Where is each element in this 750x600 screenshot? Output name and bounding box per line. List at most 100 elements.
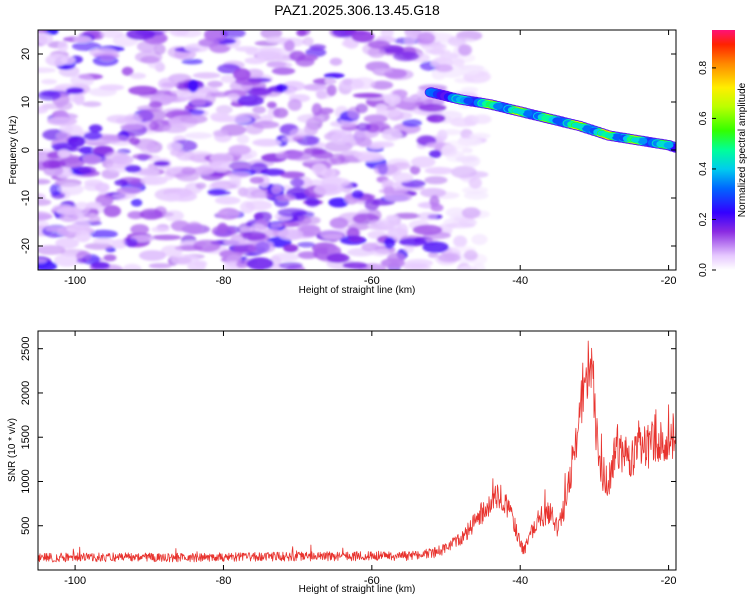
noise-blob [403, 244, 415, 254]
noise-blob [283, 39, 295, 52]
noise-blob [83, 131, 103, 141]
noise-blob [297, 241, 316, 248]
chart-title: PAZ1.2025.306.13.45.G18 [274, 2, 440, 18]
noise-blob [135, 30, 165, 36]
noise-blob [246, 257, 274, 270]
noise-blob [215, 105, 233, 115]
noise-blob [57, 149, 71, 159]
noise-blob [58, 183, 84, 196]
noise-blob [461, 207, 481, 219]
noise-blob [256, 48, 284, 61]
ridge-cell [604, 133, 614, 139]
noise-blob [179, 114, 208, 124]
noise-blob [190, 98, 207, 107]
spectrogram-y-tick-label: 0 [20, 147, 32, 153]
snr-y-tick-label: 1500 [20, 425, 32, 449]
snr-background [38, 331, 676, 570]
noise-blob [88, 124, 103, 133]
noise-blob [181, 166, 196, 175]
noise-blob [302, 36, 314, 46]
noise-blob [212, 129, 229, 137]
noise-blob [329, 217, 349, 229]
colorbar-tick-label: 0.6 [698, 111, 709, 125]
spectrogram-noise [38, 30, 492, 270]
noise-blob [88, 87, 117, 97]
spectrogram-y-tick-label: 10 [20, 96, 32, 108]
noise-blob [322, 233, 345, 241]
noise-blob [277, 208, 307, 217]
noise-blob [449, 117, 476, 127]
noise-blob [272, 252, 300, 262]
ridge-cell [637, 137, 648, 145]
noise-blob [271, 67, 296, 75]
noise-blob [164, 169, 175, 181]
noise-blob [450, 165, 477, 179]
noise-blob [148, 101, 163, 108]
noise-blob [435, 64, 454, 73]
ridge-cell [611, 133, 622, 141]
spectrogram-y-tick-label: -20 [20, 238, 32, 254]
noise-blob [352, 92, 383, 99]
noise-blob [177, 93, 191, 101]
noise-blob [45, 226, 64, 232]
noise-blob [82, 154, 101, 165]
noise-blob [260, 30, 283, 39]
noise-blob [207, 188, 227, 195]
colorbar-tick-label: 0.8 [698, 61, 709, 75]
noise-blob [227, 93, 240, 101]
noise-blob [103, 205, 121, 218]
noise-blob [254, 211, 272, 222]
noise-blob [139, 208, 163, 220]
noise-blob [298, 225, 321, 237]
noise-blob [187, 262, 206, 270]
noise-blob [393, 212, 421, 219]
noise-blob [38, 32, 54, 45]
noise-blob [355, 103, 368, 114]
colorbar-gradient [712, 30, 735, 270]
ridge-cell [515, 109, 525, 115]
snr-y-tick-label: 500 [20, 517, 32, 535]
noise-blob [262, 228, 282, 237]
snr-y-ticks: 500 1000 1500 2000 2500 [20, 336, 676, 535]
noise-blob [367, 40, 391, 49]
noise-blob [326, 253, 350, 263]
noise-blob [132, 153, 153, 160]
noise-blob [88, 229, 118, 239]
noise-blob [112, 239, 128, 249]
snr-x-tick-label: -40 [512, 575, 528, 587]
noise-blob [99, 134, 129, 141]
noise-blob [130, 224, 150, 235]
noise-blob [299, 30, 311, 36]
noise-blob [410, 156, 436, 168]
ridge-cell [463, 97, 474, 105]
noise-blob [404, 34, 416, 47]
noise-blob [114, 179, 128, 186]
noise-blob [129, 72, 146, 80]
noise-blob [71, 220, 91, 231]
noise-blob [384, 68, 414, 81]
noise-blob [243, 187, 263, 199]
noise-blob [240, 201, 255, 214]
noise-blob [328, 197, 349, 208]
noise-blob [223, 115, 252, 124]
noise-blob [412, 224, 443, 236]
noise-blob [445, 207, 467, 218]
noise-blob [348, 235, 364, 243]
noise-blob [278, 262, 303, 269]
spectrogram-x-tick-label: -20 [661, 275, 677, 287]
noise-blob [402, 119, 422, 128]
snr-x-ticks: -100 -80 -60 -40 -20 [64, 331, 677, 587]
ridge-cell [663, 141, 674, 149]
noise-blob [303, 147, 324, 155]
spectrogram-ylabel: Frequency (Hz) [8, 116, 19, 185]
noise-blob [417, 32, 436, 45]
noise-blob [297, 251, 319, 259]
noise-blob [121, 66, 134, 76]
noise-blob [309, 44, 326, 50]
noise-blob [364, 198, 380, 211]
noise-blob [283, 150, 314, 161]
snr-series-line [38, 340, 676, 563]
noise-blob [384, 94, 402, 106]
noise-blob [148, 263, 172, 269]
noise-blob [38, 30, 48, 34]
